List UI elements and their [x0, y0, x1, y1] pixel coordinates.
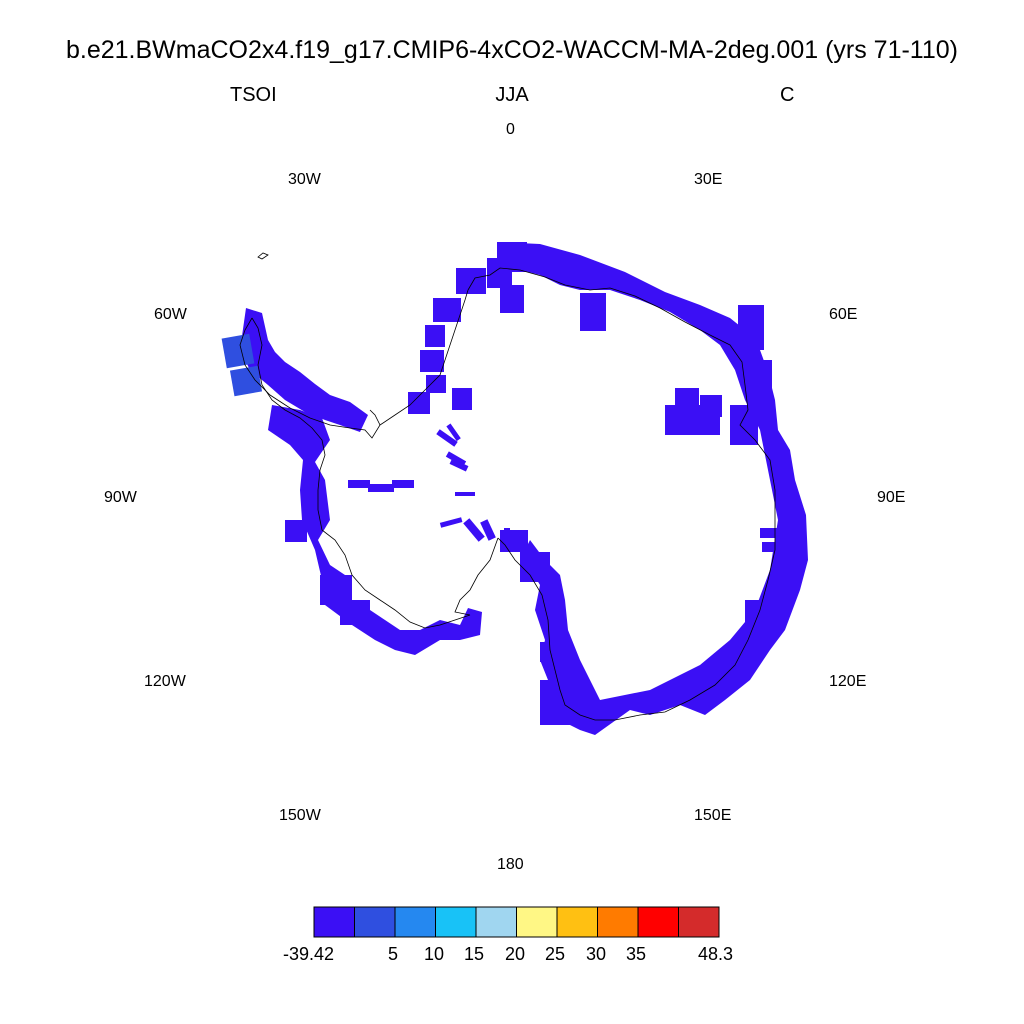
colorbar-box: [597, 906, 639, 938]
colorbar-box: [556, 906, 598, 938]
warm-grid-cell: [221, 333, 255, 369]
colorbar-label: 48.3: [698, 944, 734, 964]
lon-label-30w: 30W: [288, 171, 321, 188]
lon-label-30e: 30E: [694, 171, 723, 188]
colorbar-label: 15: [464, 944, 485, 964]
grid-cell: [675, 388, 699, 408]
colorbar-box: [354, 906, 396, 938]
colorbar-label: 35: [626, 944, 647, 964]
colorbar-box: [678, 906, 720, 938]
warm-grid-cell: [229, 365, 263, 397]
east-antarctica-coastline: [467, 267, 776, 721]
weddell-coast: [379, 289, 469, 426]
grid-cell: [455, 492, 475, 496]
grid-cell: [348, 480, 370, 488]
grid-cell: [745, 600, 775, 628]
grid-cell: [580, 293, 606, 331]
grid-cell: [439, 517, 463, 528]
colorbar-boxes: [313, 906, 720, 938]
west-antarctica-coastal-band: [268, 405, 482, 655]
lon-label-60e: 60E: [829, 306, 858, 323]
grid-cell: [512, 530, 518, 550]
colorbar-label: 5: [388, 944, 399, 964]
lon-label-90e: 90E: [877, 489, 906, 506]
colorbar-box: [313, 906, 355, 938]
grid-cell: [504, 528, 510, 550]
grid-cell: [368, 484, 394, 492]
grid-cell: [452, 388, 472, 410]
grid-cell: [446, 423, 461, 442]
lon-label-120w: 120W: [144, 673, 186, 690]
grid-cell: [750, 360, 772, 408]
lon-label-60w: 60W: [154, 306, 187, 323]
grid-cell: [285, 520, 307, 542]
colorbar-box: [516, 906, 558, 938]
grid-cell: [540, 642, 560, 662]
grid-cell: [436, 429, 458, 447]
colorbar-box: [435, 906, 477, 938]
colorbar-box: [637, 906, 679, 938]
grid-cell: [408, 392, 430, 414]
grid-cell: [449, 458, 469, 472]
colorbar-label: -39.42: [283, 944, 335, 964]
island-outline: [257, 252, 269, 260]
grid-cell: [760, 528, 788, 538]
colorbar-box: [475, 906, 517, 938]
grid-cell: [480, 519, 496, 541]
plot-title: b.e21.BWmaCO2x4.f19_g17.CMIP6-4xCO2-WACC…: [66, 36, 958, 64]
colorbar-box: [394, 906, 436, 938]
coastline: [239, 252, 776, 721]
grid-cell: [426, 375, 446, 393]
grid-cell: [340, 600, 370, 625]
peninsula-band: [240, 308, 368, 432]
grid-cell: [433, 298, 461, 322]
lon-label-120e: 120E: [829, 673, 867, 690]
ross-ice-shelf-edge: [454, 537, 499, 616]
grid-cell: [487, 258, 512, 288]
grid-cell: [700, 395, 722, 417]
season-label: JJA: [495, 84, 529, 106]
colorbar-label: 20: [505, 944, 526, 964]
grid-cell: [540, 680, 580, 725]
grid-cell: [425, 325, 445, 347]
grid-cell: [456, 268, 486, 294]
grid-cell: [500, 285, 524, 313]
grid-cell: [738, 305, 764, 350]
grid-cell: [520, 552, 550, 582]
temperature-field: [221, 242, 808, 735]
units-label: C: [780, 84, 795, 106]
lon-label-0: 0: [506, 121, 515, 138]
west-antarctica-coastline: [251, 317, 471, 629]
peninsula-outline: [239, 317, 381, 439]
lon-label-150w: 150W: [279, 807, 321, 824]
lon-label-180: 180: [497, 856, 524, 873]
colorbar-label: 25: [545, 944, 566, 964]
variable-label: TSOI: [230, 84, 277, 106]
colorbar-label: 10: [424, 944, 445, 964]
grid-cell: [392, 480, 414, 488]
colorbar-label: 30: [586, 944, 607, 964]
grid-cell: [420, 350, 444, 372]
grid-cell: [463, 518, 485, 542]
lon-label-90w: 90W: [104, 489, 137, 506]
lon-label-150e: 150E: [694, 807, 732, 824]
